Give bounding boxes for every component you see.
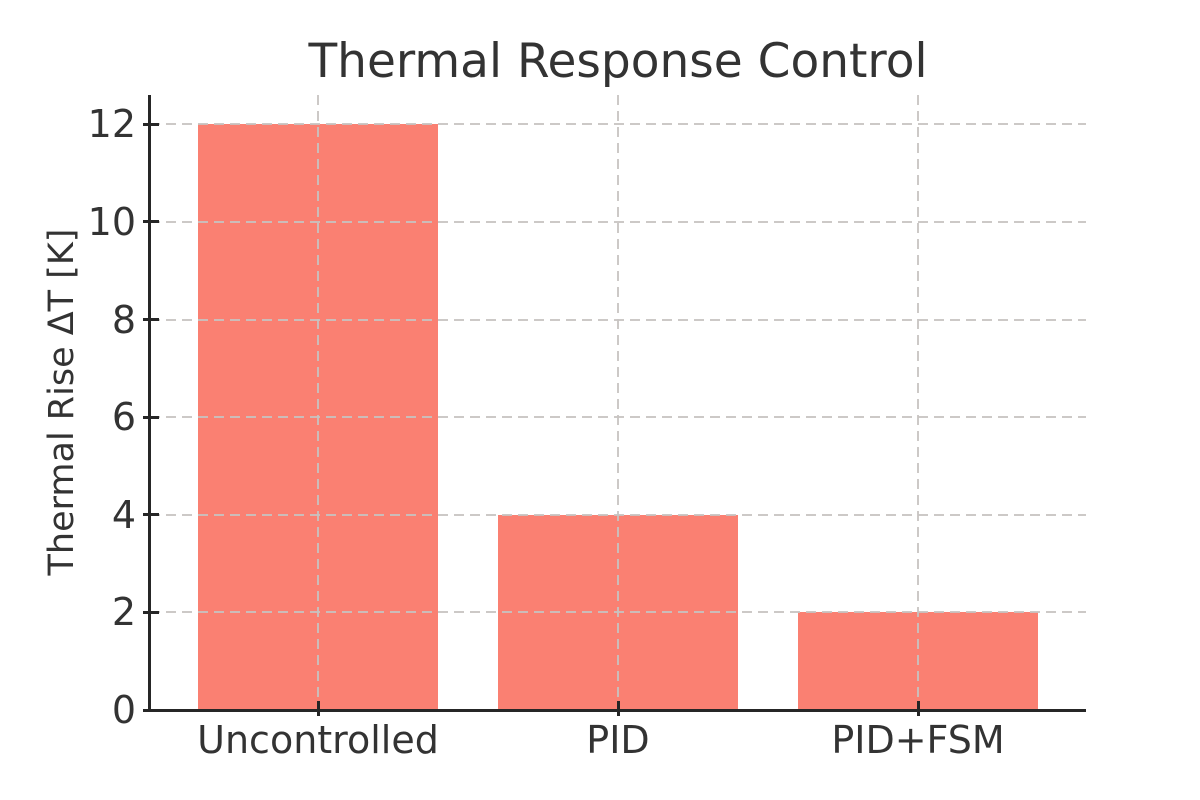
chart-title: Thermal Response Control — [308, 34, 928, 89]
y-tick-mark-4 — [143, 513, 159, 517]
y-tick-mark-12 — [143, 122, 159, 126]
x-tick-mark-1 — [316, 701, 320, 716]
y-tick-mark-0 — [143, 708, 159, 712]
v-gridline-3 — [917, 95, 919, 710]
y-tick-mark-6 — [143, 415, 159, 419]
x-tick-mark-2 — [616, 701, 620, 716]
y-tick-label-0: 0 — [111, 688, 136, 732]
y-tick-mark-2 — [143, 610, 159, 614]
y-tick-mark-8 — [143, 318, 159, 322]
v-gridline-2 — [617, 95, 619, 710]
y-tick-label-4: 4 — [111, 492, 136, 537]
x-tick-label-2: PID — [586, 718, 650, 762]
y-tick-label-12: 12 — [87, 102, 136, 147]
y-tick-label-8: 8 — [111, 297, 136, 342]
y-tick-label-6: 6 — [111, 395, 136, 440]
y-tick-label-10: 10 — [87, 199, 136, 244]
y-tick-mark-10 — [143, 220, 159, 224]
x-tick-mark-3 — [916, 701, 920, 716]
x-tick-label-1: Uncontrolled — [197, 718, 439, 762]
x-tick-label-3: PID+FSM — [831, 718, 1005, 762]
v-gridline-1 — [317, 95, 319, 710]
y-tick-label-2: 2 — [111, 590, 136, 635]
left-spine — [148, 95, 151, 712]
